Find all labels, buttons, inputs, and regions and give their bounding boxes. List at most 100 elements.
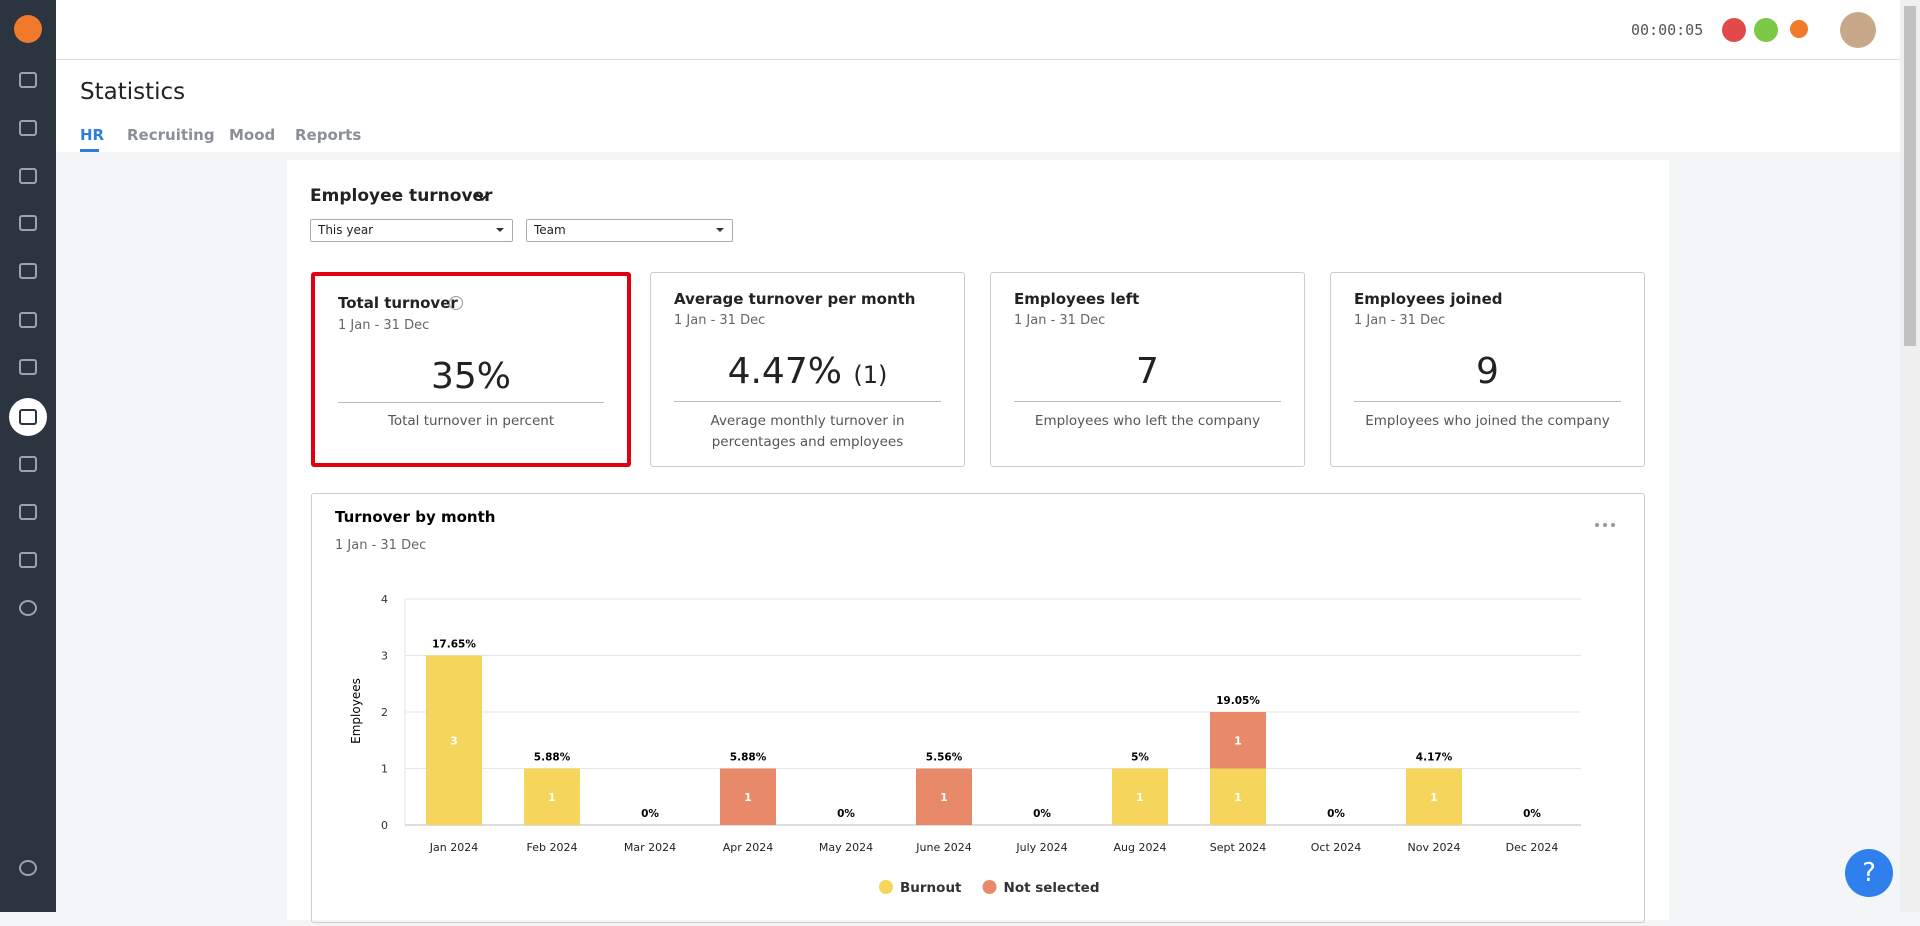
segment-label: 1 — [744, 791, 752, 804]
divider — [1354, 401, 1621, 402]
segment-label: 1 — [548, 791, 556, 804]
notifications[interactable] — [1790, 20, 1808, 38]
page-header — [56, 60, 1900, 152]
total-label: 5.88% — [730, 752, 767, 764]
total-label: 19.05% — [1216, 695, 1260, 707]
total-label: 5.56% — [926, 752, 963, 764]
nav-icon[interactable] — [19, 72, 37, 88]
scrollbar[interactable] — [1900, 0, 1920, 912]
card-value: 4.47% (1) — [674, 351, 941, 392]
x-tick-label: Dec 2024 — [1506, 841, 1559, 854]
help-button[interactable]: ? — [1845, 849, 1893, 897]
nav-icon[interactable] — [19, 552, 37, 568]
tab[interactable]: Reports — [295, 126, 362, 144]
segment-label: 1 — [1136, 791, 1144, 804]
bar-segment — [720, 768, 776, 825]
total-label: 0% — [641, 808, 659, 820]
card-title: Employees joined — [1354, 290, 1503, 308]
card-title: Total turnover — [338, 294, 458, 312]
tab[interactable]: Mood — [229, 126, 276, 144]
nav-icon[interactable] — [19, 600, 37, 616]
tab-underline — [80, 149, 99, 152]
x-tick-label: Nov 2024 — [1408, 841, 1461, 854]
avatar[interactable] — [1840, 12, 1876, 48]
divider — [338, 402, 604, 403]
x-tick-label: Apr 2024 — [723, 841, 774, 854]
total-label: 0% — [1033, 808, 1051, 820]
bar-segment — [426, 655, 482, 825]
bar-segment — [1210, 712, 1266, 769]
logo[interactable] — [14, 15, 42, 43]
bar-segment — [524, 768, 580, 825]
card-title: Employees left — [1014, 290, 1140, 308]
nav-icon[interactable] — [19, 120, 37, 136]
value-extra: (1) — [853, 361, 888, 389]
nav-icon[interactable] — [19, 168, 37, 184]
nav-icon[interactable] — [19, 504, 37, 520]
y-tick-label: 2 — [381, 706, 388, 719]
timer: 00:00:05 — [1631, 21, 1704, 39]
segment-label: 1 — [1430, 791, 1438, 804]
x-tick-label: Feb 2024 — [527, 841, 578, 854]
bar-segment — [1406, 768, 1462, 825]
chart-card: Turnover by month 1 Jan - 31 Dec Employe… — [311, 493, 1645, 923]
nav-icon[interactable] — [19, 359, 37, 375]
nav-active[interactable] — [9, 398, 47, 436]
nav-icon[interactable] — [19, 456, 37, 472]
card-value: 35% — [430, 356, 511, 397]
stop-button[interactable] — [1722, 18, 1746, 42]
legend-marker — [982, 880, 997, 894]
x-tick-label: May 2024 — [819, 841, 873, 854]
more-menu[interactable] — [1595, 523, 1615, 527]
divider — [674, 401, 941, 402]
nav-icon[interactable] — [19, 263, 37, 279]
top-bar: 00:00:05 — [56, 0, 1900, 60]
y-tick-label: 4 — [381, 593, 388, 606]
bar-segment — [1210, 768, 1266, 825]
x-tick-label: Jan 2024 — [429, 841, 478, 854]
total-label: 17.65% — [432, 639, 476, 651]
tab[interactable]: Recruiting — [127, 126, 215, 144]
legend-marker — [879, 880, 893, 894]
segment-label: 1 — [1234, 791, 1242, 804]
card: Total turnover 1 Jan - 31 Dec 35% Total … — [311, 272, 631, 467]
total-label: 5% — [1131, 752, 1149, 764]
card: Employees left 1 Jan - 31 Dec 7 Employee… — [990, 272, 1305, 467]
value: 4.47% — [727, 351, 842, 392]
total-label: 4.17% — [1416, 752, 1453, 764]
period-select[interactable]: This year — [310, 219, 513, 242]
y-tick-label: 3 — [381, 650, 388, 663]
play-button[interactable] — [1754, 18, 1778, 42]
card-period: 1 Jan - 31 Dec — [1014, 313, 1106, 328]
page-title: Statistics — [80, 79, 186, 105]
card-value: 9 — [1476, 351, 1499, 392]
nav-icon[interactable] — [19, 312, 37, 328]
card: Average turnover per month 1 Jan - 31 De… — [650, 272, 965, 467]
total-label: 0% — [837, 808, 855, 820]
chart-title: Turnover by month — [335, 508, 495, 526]
total-label: 5.88% — [534, 752, 571, 764]
segment-label: 1 — [940, 791, 948, 804]
divider — [1014, 401, 1281, 402]
settings[interactable] — [19, 860, 37, 876]
info-icon[interactable] — [449, 296, 463, 310]
tab[interactable]: HR — [80, 126, 105, 144]
card-title: Average turnover per month — [674, 290, 916, 308]
team-select[interactable]: Team — [526, 219, 733, 242]
y-axis-label: Employees — [349, 678, 363, 744]
chart: Turnover by month 1 Jan - 31 Dec Employe… — [335, 508, 1615, 896]
x-tick-label: Oct 2024 — [1311, 841, 1362, 854]
card: Employees joined 1 Jan - 31 Dec 9 Employ… — [1330, 272, 1645, 467]
x-tick-label: Sept 2024 — [1210, 841, 1267, 854]
sidebar — [0, 0, 56, 912]
total-label: 0% — [1523, 808, 1541, 820]
bar-segment — [916, 768, 972, 825]
y-tick-label: 0 — [381, 819, 388, 832]
card-period: 1 Jan - 31 Dec — [674, 313, 766, 328]
nav-icon[interactable] — [19, 215, 37, 231]
card-description: Employees who joined the company — [1365, 413, 1610, 429]
bar-segment — [1112, 768, 1168, 825]
card-description: Employees who left the company — [1034, 413, 1261, 429]
widget-title[interactable]: Employee turnover — [310, 186, 493, 206]
